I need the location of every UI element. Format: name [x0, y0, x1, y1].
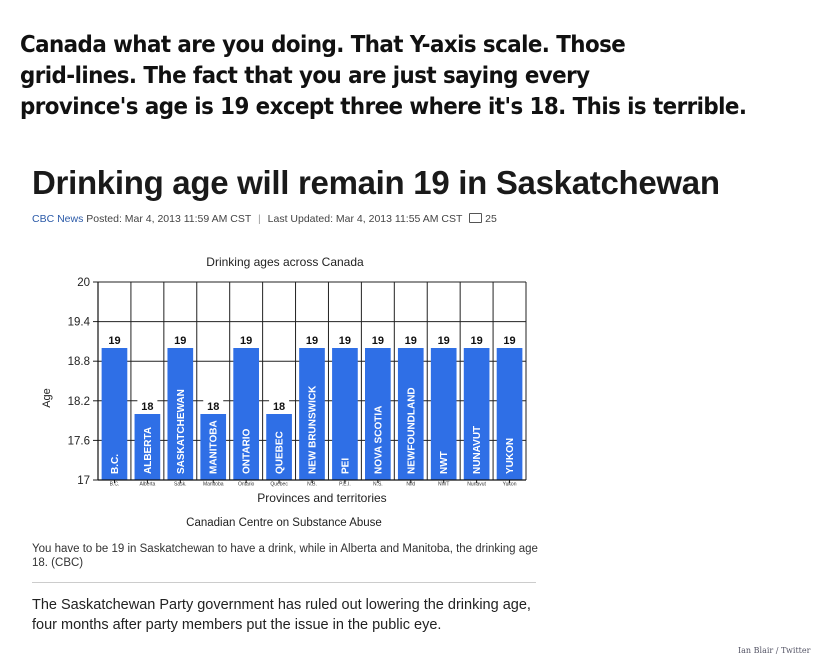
data-label: 19	[108, 335, 120, 347]
bar	[134, 414, 161, 480]
article-body: The Saskatchewan Party government has ru…	[32, 597, 531, 633]
data-label: 18	[273, 401, 285, 413]
chart-source: Canadian Centre on Substance Abuse	[186, 517, 382, 529]
data-label-bg	[170, 334, 191, 346]
chart-bars: 19 B.C. 18 ALBERTA 19 SASKATCHEWAN 18 MANITOBA 1…	[101, 334, 523, 480]
data-label-bg	[499, 334, 520, 346]
x-tick-label: Sask.	[174, 482, 187, 488]
bar-category-label: ALBERTA	[143, 427, 154, 474]
data-label: 19	[470, 335, 482, 347]
y-tick-label: 20	[77, 277, 90, 289]
figure-caption: You have to be 19 in Saskatchewan to hav…	[32, 543, 538, 569]
data-label-bg	[466, 334, 487, 346]
bar	[266, 414, 292, 480]
data-label-bg	[433, 334, 454, 346]
bar-category-label: PEI	[340, 458, 351, 474]
y-tick-label: 17	[77, 475, 90, 487]
data-label: 19	[306, 335, 318, 347]
x-tick-label: Yukon	[503, 482, 517, 488]
data-label: 19	[503, 335, 515, 347]
bar-category-label: ONTARIO	[242, 428, 253, 474]
x-tick-label: Quebec	[270, 482, 288, 488]
y-tick-label: 17.6	[68, 435, 90, 447]
bar	[397, 348, 424, 480]
x-tick-label: N.B.	[307, 482, 317, 488]
data-label: 19	[372, 335, 384, 347]
bar-category-label: NOVA SCOTIA	[373, 406, 384, 474]
caption-line: grid-lines. The fact that you are just s…	[20, 63, 590, 89]
source-link[interactable]: CBC News	[32, 213, 84, 225]
data-label: 19	[405, 335, 417, 347]
article-headline: Drinking age will remain 19 in Saskatche…	[32, 164, 720, 201]
bar	[430, 348, 457, 480]
bar-category-label: MANITOBA	[209, 420, 220, 474]
x-tick-label: B.C.	[110, 482, 120, 488]
x-tick-label: NWT	[438, 482, 449, 488]
bar-category-label: SASKATCHEWAN	[176, 389, 187, 474]
comment-icon[interactable]	[469, 213, 483, 223]
x-tick-label: P.E.I.	[339, 482, 351, 488]
meta-separator: |	[257, 213, 261, 225]
x-tick-label: N.S.	[373, 482, 383, 488]
data-label-bg	[269, 400, 290, 412]
bar-category-label: NEWFOUNDLAND	[406, 387, 417, 474]
x-tick-label: Nfld	[406, 482, 415, 488]
bar-category-label: NUNAVUT	[472, 426, 483, 474]
bar	[167, 348, 194, 480]
data-label-bg	[334, 334, 355, 346]
x-tick-label: Nunavut	[467, 482, 486, 488]
data-label-bg	[104, 334, 125, 346]
chart-title: Drinking ages across Canada	[206, 255, 364, 269]
bar-category-label: NEW BRUNSWICK	[308, 385, 319, 474]
posted-date: Posted: Mar 4, 2013 11:59 AM CST	[86, 213, 252, 225]
article-meta: CBC News Posted: Mar 4, 2013 11:59 AM CS…	[32, 213, 497, 225]
caption-line: Canada what are you doing. That Y-axis s…	[20, 32, 626, 58]
y-axis: 17 17.6 18.2 18.8 19.4 20	[68, 277, 99, 487]
chart-grid	[97, 281, 527, 481]
x-axis: B.C. Alberta Sask. Manitoba Ontario Quebec N.B…	[98, 479, 526, 488]
data-label: 19	[174, 335, 186, 347]
x-tick-label: Manitoba	[203, 482, 224, 488]
x-tick-label: Alberta	[139, 482, 155, 488]
data-label: 18	[207, 401, 219, 413]
bar-category-label: QUEBEC	[275, 431, 286, 474]
updated-date: Last Updated: Mar 4, 2013 11:55 AM CST	[267, 213, 463, 225]
bar	[200, 414, 227, 480]
x-axis-label: Provinces and territories	[257, 491, 386, 505]
caption-line: province's age is 19 except three where …	[20, 94, 747, 120]
bar	[365, 348, 391, 480]
y-tick-label: 18.2	[68, 396, 90, 408]
data-label-bg	[203, 400, 224, 412]
data-label: 19	[339, 335, 351, 347]
data-label-bg	[137, 400, 158, 412]
comment-count[interactable]: 25	[485, 213, 497, 225]
data-label-bg	[367, 334, 388, 346]
data-label: 18	[141, 401, 153, 413]
bar-category-label: B.C.	[110, 454, 121, 474]
y-tick-label: 19.4	[68, 317, 91, 329]
bar	[496, 348, 523, 480]
data-label: 19	[438, 335, 450, 347]
y-axis-label: Age	[41, 388, 53, 408]
bar-category-label: YUKON	[505, 438, 516, 474]
bar	[463, 348, 490, 480]
bar-category-label: NWT	[439, 451, 450, 474]
data-label-bg	[400, 334, 421, 346]
data-label-bg	[236, 334, 257, 346]
divider	[32, 582, 536, 583]
bar	[233, 348, 259, 480]
data-label: 19	[240, 335, 252, 347]
bar	[332, 348, 358, 480]
y-tick-label: 18.8	[68, 356, 90, 368]
image-credit: Ian Blair / Twitter	[738, 646, 811, 655]
bar	[299, 348, 325, 480]
bar-chart: 19 B.C. 18 ALBERTA 19 SASKATCHEWAN 18 MANITOBA 1…	[41, 255, 527, 529]
chart-figure: 19 B.C. 18 ALBERTA 19 SASKATCHEWAN 18 MANITOBA 1…	[32, 240, 542, 540]
bar	[101, 348, 128, 480]
data-label-bg	[302, 334, 322, 346]
post-caption: Canada what are you doing. That Y-axis s…	[20, 30, 747, 123]
x-tick-label: Ontario	[238, 482, 255, 488]
